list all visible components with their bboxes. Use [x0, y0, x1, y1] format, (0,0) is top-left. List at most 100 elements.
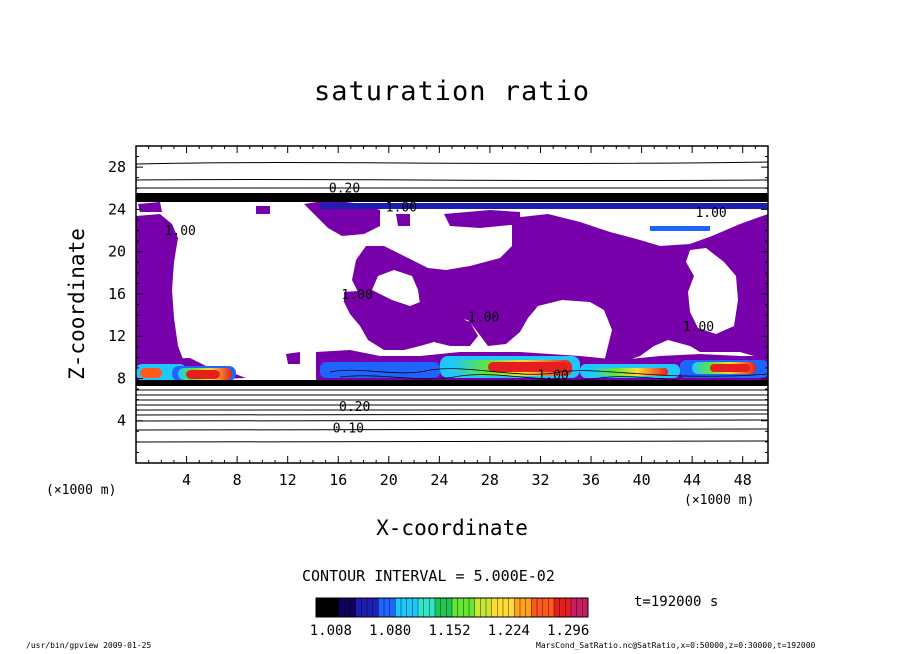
x-tick-label: 12: [279, 471, 297, 489]
colorbar-cell: [548, 598, 555, 617]
colorbar-frame: [315, 597, 589, 618]
y-axis: 4 8 12 16 20 24 28: [108, 156, 768, 453]
contour-label: 1.00: [342, 288, 373, 303]
x-tick-label: 24: [430, 471, 448, 489]
colorbar-cell: [401, 598, 407, 617]
colorbar-cell: [582, 598, 589, 617]
colorbar-cell: [446, 598, 453, 617]
colorbar-cell: [452, 598, 458, 617]
colorbar-cell: [559, 598, 566, 617]
colorbar-cell: [463, 598, 470, 617]
colorbar-cell: [429, 598, 436, 617]
footer-left: /usr/bin/gpview 2009-01-25: [26, 641, 152, 650]
contour-lines: [136, 161, 768, 443]
colorbar-cell: [344, 598, 351, 617]
colorbar-cell: [480, 598, 487, 617]
x-tick-label: 28: [481, 471, 499, 489]
colorbar-cell: [520, 598, 526, 617]
colorbar-cell: [378, 598, 385, 617]
contour-label: 1.00: [165, 224, 196, 239]
colorbar-cell: [531, 598, 538, 617]
colorbar-cell: [497, 598, 504, 617]
colorbar-cell: [457, 598, 464, 617]
contour-label: 1.00: [683, 320, 714, 335]
colorbar-cell: [486, 598, 492, 617]
colorbar-cell: [327, 598, 334, 617]
contour-label: 0.10: [333, 421, 364, 436]
contour-label: 1.00: [468, 310, 499, 325]
colorbar-cell: [412, 598, 419, 617]
colorbar-cell: [565, 598, 572, 617]
colorbar-cell: [418, 598, 424, 617]
colorbar-tick-label: 1.296: [547, 623, 589, 639]
colorbar-tick-label: 1.224: [488, 623, 530, 639]
contour-label: 0.20: [329, 181, 360, 196]
colorbar-cell: [389, 598, 396, 617]
y-tick-label: 8: [117, 369, 126, 387]
x-tick-label: 16: [329, 471, 347, 489]
colorbar-cell: [469, 598, 475, 617]
colorbar-cell: [554, 598, 560, 617]
x-unit-label: (×1000 m): [684, 493, 755, 508]
colorbar-cell: [435, 598, 441, 617]
y-tick-label: 4: [117, 412, 126, 430]
colorbar-cell: [316, 598, 322, 617]
x-tick-label: 40: [633, 471, 651, 489]
colorbar: 1.008 1.080 1.152 1.224 1.296: [310, 597, 589, 639]
time-label: t=192000 s: [634, 594, 719, 610]
x-tick-label: 44: [683, 471, 701, 489]
colorbar-tick-label: 1.008: [310, 623, 352, 639]
colorbar-cell: [367, 598, 373, 617]
z-unit-label: (×1000 m): [46, 483, 117, 498]
contour-label: 1.00: [537, 369, 568, 384]
x-tick-label: 48: [734, 471, 752, 489]
colorbar-cell: [406, 598, 413, 617]
x-tick-label: 8: [233, 471, 242, 489]
colorbar-cell: [508, 598, 515, 617]
contour-label: 0.20: [339, 400, 370, 415]
colorbar-cell: [514, 598, 521, 617]
colorbar-tick-label: 1.080: [369, 623, 411, 639]
x-tick-label: 36: [582, 471, 600, 489]
y-tick-label: 20: [108, 243, 126, 261]
upper-band: [320, 203, 768, 209]
colorbar-cell: [384, 598, 390, 617]
colorbar-cell: [491, 598, 498, 617]
contour-label: 1.00: [695, 206, 726, 221]
contour-label: 1.00: [386, 201, 417, 216]
y-tick-label: 16: [108, 285, 126, 303]
y-axis-label: Z-coordinate: [65, 228, 89, 380]
colorbar-cell: [350, 598, 356, 617]
colorbar-cell: [423, 598, 430, 617]
colorbar-cell: [333, 598, 339, 617]
colorbar-cell: [372, 598, 379, 617]
contour-labels: 0.20 1.00 1.00 1.00 1.00 1.00 1.00 1.00 0.20 0.10: [165, 181, 727, 436]
colorbar-cell: [474, 598, 481, 617]
x-axis: 4 8 12 16 20 24 28 32 36 40 44 48: [148, 146, 756, 489]
colorbar-cell: [525, 598, 532, 617]
colorbar-cell: [321, 598, 328, 617]
x-tick-label: 20: [380, 471, 398, 489]
colorbar-tick-label: 1.152: [428, 623, 470, 639]
x-axis-label: X-coordinate: [376, 516, 528, 540]
colorbar-cell: [338, 598, 345, 617]
y-tick-label: 28: [108, 158, 126, 176]
x-tick-label: 4: [182, 471, 191, 489]
colorbar-cell: [361, 598, 368, 617]
contour-interval-label: CONTOUR INTERVAL = 5.000E-02: [302, 567, 555, 585]
colorbar-cell: [503, 598, 509, 617]
upper-blob: [650, 226, 710, 231]
field-layer: [136, 161, 768, 443]
y-tick-label: 24: [108, 200, 126, 218]
colorbar-cell: [440, 598, 447, 617]
chart-title: saturation ratio: [313, 76, 591, 107]
colorbar-cell: [537, 598, 543, 617]
colorbar-cell: [395, 598, 402, 617]
x-tick-label: 32: [531, 471, 549, 489]
colorbar-cell: [576, 598, 583, 617]
lower-hot-layer: [136, 356, 768, 381]
colorbar-cell: [355, 598, 362, 617]
colorbar-cell: [571, 598, 577, 617]
footer-right: MarsCond_SatRatio.nc@SatRatio,x=0:50000,…: [536, 641, 816, 650]
